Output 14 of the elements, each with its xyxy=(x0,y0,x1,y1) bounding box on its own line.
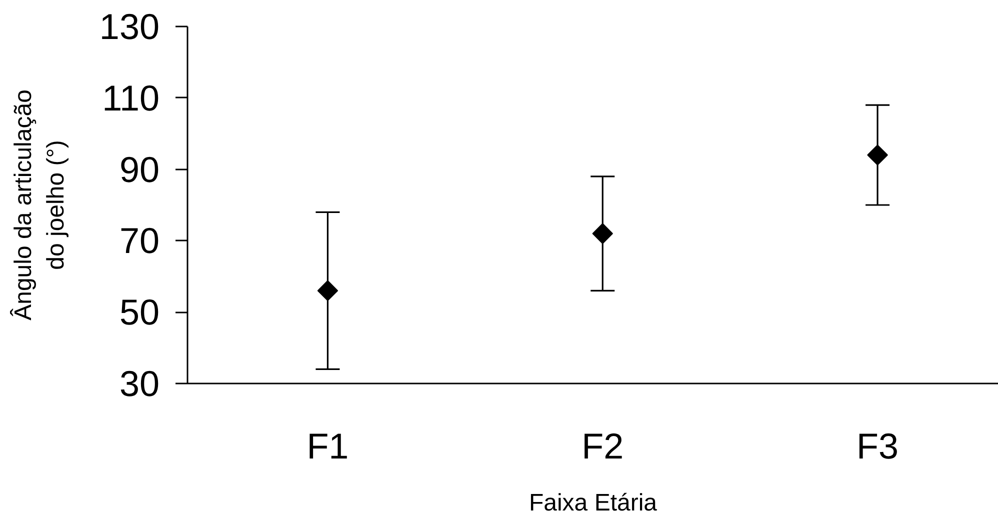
y-tick-label: 130 xyxy=(99,6,160,47)
point xyxy=(317,280,338,302)
y-tick-label: 110 xyxy=(102,77,160,118)
x-tick-label: F1 xyxy=(306,426,349,466)
x-axis-title: Faixa Etária xyxy=(528,490,658,512)
x-tick-label: F2 xyxy=(582,426,624,466)
point xyxy=(867,144,888,166)
x-tick-label: F3 xyxy=(856,426,899,466)
point xyxy=(592,223,614,244)
y-tick-label: 50 xyxy=(119,292,160,333)
y-tick-label: 90 xyxy=(119,148,160,190)
y-tick-label: 70 xyxy=(119,220,160,262)
y-axis-title: Ângulo da articulação do joelho (°) xyxy=(10,90,70,320)
y-tick-label: 30 xyxy=(119,363,160,404)
